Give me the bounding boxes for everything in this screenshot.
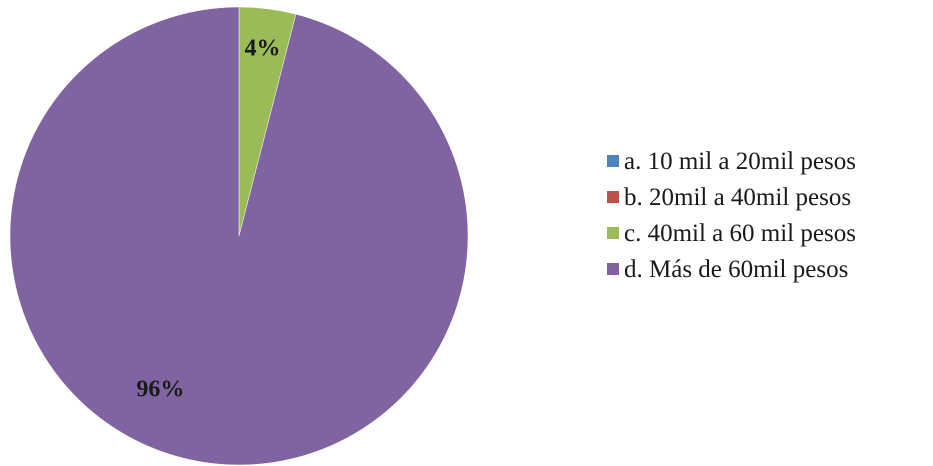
data-label-c: 4% <box>245 36 281 62</box>
legend-item-d: d. Más de 60mil pesos <box>607 251 927 287</box>
legend-label-a: a. 10 mil a 20mil pesos <box>624 147 856 175</box>
legend-item-c: c. 40mil a 60 mil pesos <box>607 215 927 251</box>
legend-swatch-a <box>607 155 619 167</box>
legend-swatch-d <box>607 263 619 275</box>
legend: a. 10 mil a 20mil pesos b. 20mil a 40mil… <box>607 143 927 287</box>
pie-slice-d <box>9 6 469 466</box>
legend-swatch-c <box>607 227 619 239</box>
legend-label-d: d. Más de 60mil pesos <box>624 255 849 283</box>
data-label-d: 96% <box>136 377 184 403</box>
legend-label-c: c. 40mil a 60 mil pesos <box>624 219 856 247</box>
legend-swatch-b <box>607 191 619 203</box>
legend-label-b: b. 20mil a 40mil pesos <box>624 183 852 211</box>
legend-item-b: b. 20mil a 40mil pesos <box>607 179 927 215</box>
legend-item-a: a. 10 mil a 20mil pesos <box>607 143 927 179</box>
